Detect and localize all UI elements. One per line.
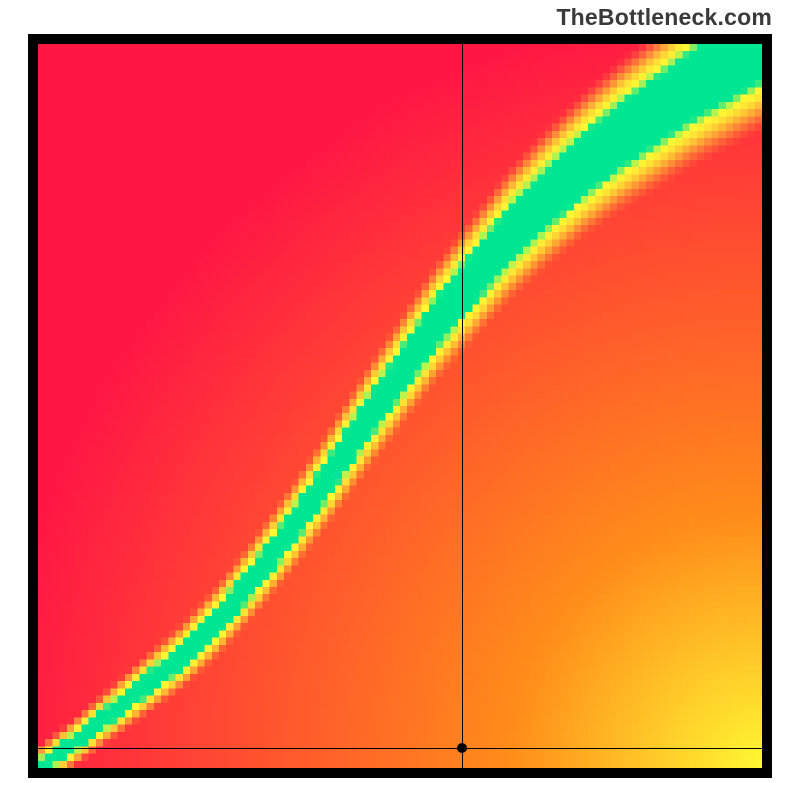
- crosshair-horizontal: [38, 748, 762, 749]
- bottleneck-heatmap: [38, 44, 762, 768]
- crosshair-vertical: [462, 44, 463, 768]
- watermark-text: TheBottleneck.com: [556, 4, 772, 31]
- crosshair-dot: [457, 743, 467, 753]
- chart-frame: [28, 34, 772, 778]
